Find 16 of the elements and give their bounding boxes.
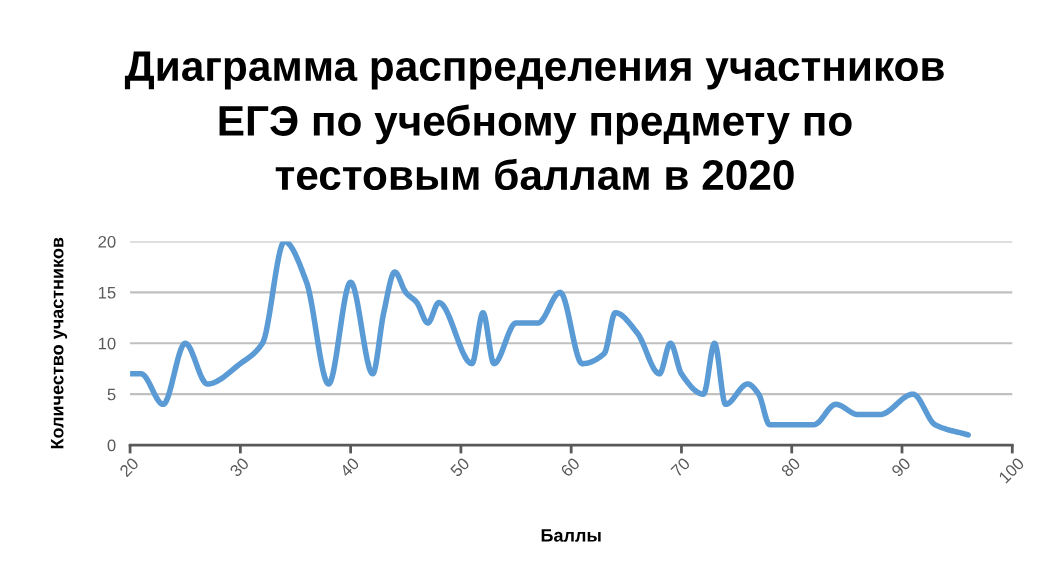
x-tick-label: 100 xyxy=(998,456,1025,484)
y-tick-label: 20 xyxy=(98,235,116,248)
y-axis-title: Количество участников xyxy=(50,237,68,449)
y-tick-label: 0 xyxy=(107,439,116,452)
y-tick-label: 5 xyxy=(107,388,116,401)
x-tick-label: 50 xyxy=(449,456,471,478)
x-tick-label: 40 xyxy=(339,456,360,478)
x-tick-label: 90 xyxy=(890,456,912,478)
x-tick-label: 60 xyxy=(560,456,581,478)
y-tick-label: 10 xyxy=(98,337,116,350)
y-tick-label: 15 xyxy=(98,286,116,299)
x-tick-label: 30 xyxy=(229,456,250,478)
x-tick-label: 70 xyxy=(670,456,691,478)
x-tick-label: 80 xyxy=(780,456,801,478)
x-axis-title: Баллы xyxy=(541,529,601,542)
chart-title: Диаграмма распределения участников ЕГЭ по учебному предмету по тестовым баллам в 2020 xyxy=(124,51,944,191)
